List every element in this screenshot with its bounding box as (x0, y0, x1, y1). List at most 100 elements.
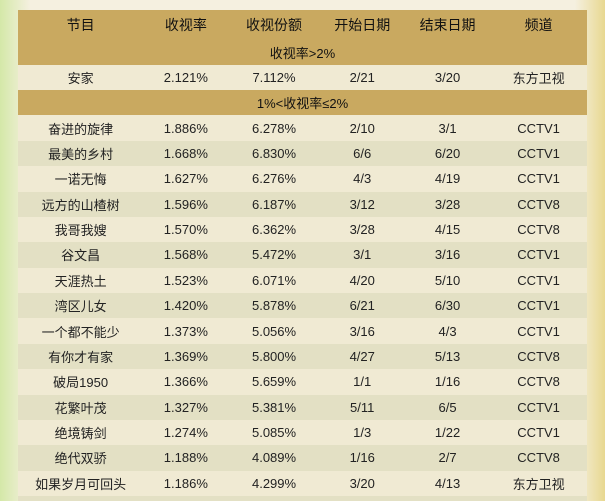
cell: 4/20 (320, 268, 405, 293)
cell: 3/20 (320, 471, 405, 496)
cell: 4/13 (405, 471, 490, 496)
table-row: 破局19501.366%5.659%1/11/16CCTV8 (18, 369, 587, 394)
cell: CCTV1 (490, 395, 587, 420)
cell: 完美关系 (18, 496, 143, 501)
cell: 1.186% (143, 471, 228, 496)
cell: 天涯热土 (18, 268, 143, 293)
cell: 2/7 (405, 445, 490, 470)
cell: 5.085% (229, 420, 320, 445)
cell: 5/13 (405, 344, 490, 369)
cell: 1/1 (320, 369, 405, 394)
cell: 花繁叶茂 (18, 395, 143, 420)
cell: 6.187% (229, 192, 320, 217)
cell: 5.659% (229, 369, 320, 394)
cell: CCTV8 (490, 369, 587, 394)
cell: 2/18 (320, 496, 405, 501)
table-row: 天涯热土1.523%6.071%4/205/10CCTV1 (18, 268, 587, 293)
cell: 3/1 (320, 242, 405, 267)
cell: CCTV1 (490, 115, 587, 140)
cell: 3/1 (405, 115, 490, 140)
cell: 1.188% (143, 445, 228, 470)
cell: 1.523% (143, 268, 228, 293)
cell: 1.596% (143, 192, 228, 217)
cell: 绝代双骄 (18, 445, 143, 470)
col-header-5: 频道 (490, 10, 587, 40)
cell: 3/28 (320, 217, 405, 242)
cell: 一诺无悔 (18, 166, 143, 191)
cell: CCTV1 (490, 318, 587, 343)
cell: 6.362% (229, 217, 320, 242)
cell: 5/11 (320, 395, 405, 420)
cell: 2/21 (320, 65, 405, 90)
cell: 4/19 (405, 166, 490, 191)
cell: 5.878% (229, 293, 320, 318)
section-title: 1%<收视率≤2% (18, 90, 587, 115)
cell: 1.627% (143, 166, 228, 191)
cell: 奋进的旋律 (18, 115, 143, 140)
col-header-2: 收视份额 (229, 10, 320, 40)
cell: 安家 (18, 65, 143, 90)
cell: 1/3 (320, 420, 405, 445)
cell: 3/12 (320, 192, 405, 217)
cell: CCTV1 (490, 268, 587, 293)
ratings-table: 节目收视率收视份额开始日期结束日期频道 收视率>2%安家2.121%7.112%… (18, 10, 587, 501)
cell: 5/10 (405, 268, 490, 293)
cell: 1.274% (143, 420, 228, 445)
cell: 4.089% (229, 445, 320, 470)
table-row: 有你才有家1.369%5.800%4/275/13CCTV8 (18, 344, 587, 369)
cell: 1/22 (405, 420, 490, 445)
cell: 1.327% (143, 395, 228, 420)
cell: 4.175% (229, 496, 320, 501)
cell: CCTV8 (490, 192, 587, 217)
table-row: 安家2.121%7.112%2/213/20东方卫视 (18, 65, 587, 90)
cell: CCTV1 (490, 141, 587, 166)
cell: 东方卫视 (490, 65, 587, 90)
cell: 1/16 (320, 445, 405, 470)
cell: 1.886% (143, 115, 228, 140)
cell: 6/20 (405, 141, 490, 166)
table-row: 一诺无悔1.627%6.276%4/34/19CCTV1 (18, 166, 587, 191)
col-header-1: 收视率 (143, 10, 228, 40)
cell: CCTV1 (490, 420, 587, 445)
cell: 远方的山楂树 (18, 192, 143, 217)
cell: 最美的乡村 (18, 141, 143, 166)
table-header: 节目收视率收视份额开始日期结束日期频道 (18, 10, 587, 40)
cell: 6.276% (229, 166, 320, 191)
cell: 东方卫视 (490, 471, 587, 496)
cell: 4/15 (405, 217, 490, 242)
cell: 3/16 (405, 242, 490, 267)
cell: CCTV1 (490, 242, 587, 267)
section-title: 收视率>2% (18, 40, 587, 65)
cell: CCTV8 (490, 344, 587, 369)
cell: 4/3 (405, 318, 490, 343)
cell: 破局1950 (18, 369, 143, 394)
col-header-4: 结束日期 (405, 10, 490, 40)
cell: 一个都不能少 (18, 318, 143, 343)
cell: 4/27 (320, 344, 405, 369)
cell: 1.420% (143, 293, 228, 318)
section-header: 1%<收视率≤2% (18, 90, 587, 115)
cell: CCTV1 (490, 166, 587, 191)
col-header-3: 开始日期 (320, 10, 405, 40)
table-body: 收视率>2%安家2.121%7.112%2/213/20东方卫视1%<收视率≤2… (18, 40, 587, 501)
cell: 6.071% (229, 268, 320, 293)
cell: 5.056% (229, 318, 320, 343)
table-row: 如果岁月可回头1.186%4.299%3/204/13东方卫视 (18, 471, 587, 496)
cell: 6.278% (229, 115, 320, 140)
cell: 1.373% (143, 318, 228, 343)
cell: 6/6 (320, 141, 405, 166)
cell: 1.668% (143, 141, 228, 166)
ratings-table-page: 节目收视率收视份额开始日期结束日期频道 收视率>2%安家2.121%7.112%… (0, 0, 605, 501)
cell: 绝境铸剑 (18, 420, 143, 445)
cell: 6.830% (229, 141, 320, 166)
table-row: 湾区儿女1.420%5.878%6/216/30CCTV1 (18, 293, 587, 318)
cell: 湾区儿女 (18, 293, 143, 318)
table-row: 远方的山楂树1.596%6.187%3/123/28CCTV8 (18, 192, 587, 217)
cell: 1/16 (405, 369, 490, 394)
table-row: 奋进的旋律1.886%6.278%2/103/1CCTV1 (18, 115, 587, 140)
cell: CCTV8 (490, 445, 587, 470)
cell: 6/21 (320, 293, 405, 318)
cell: 1.570% (143, 217, 228, 242)
cell: 1.366% (143, 369, 228, 394)
table-row: 我哥我嫂1.570%6.362%3/284/15CCTV8 (18, 217, 587, 242)
